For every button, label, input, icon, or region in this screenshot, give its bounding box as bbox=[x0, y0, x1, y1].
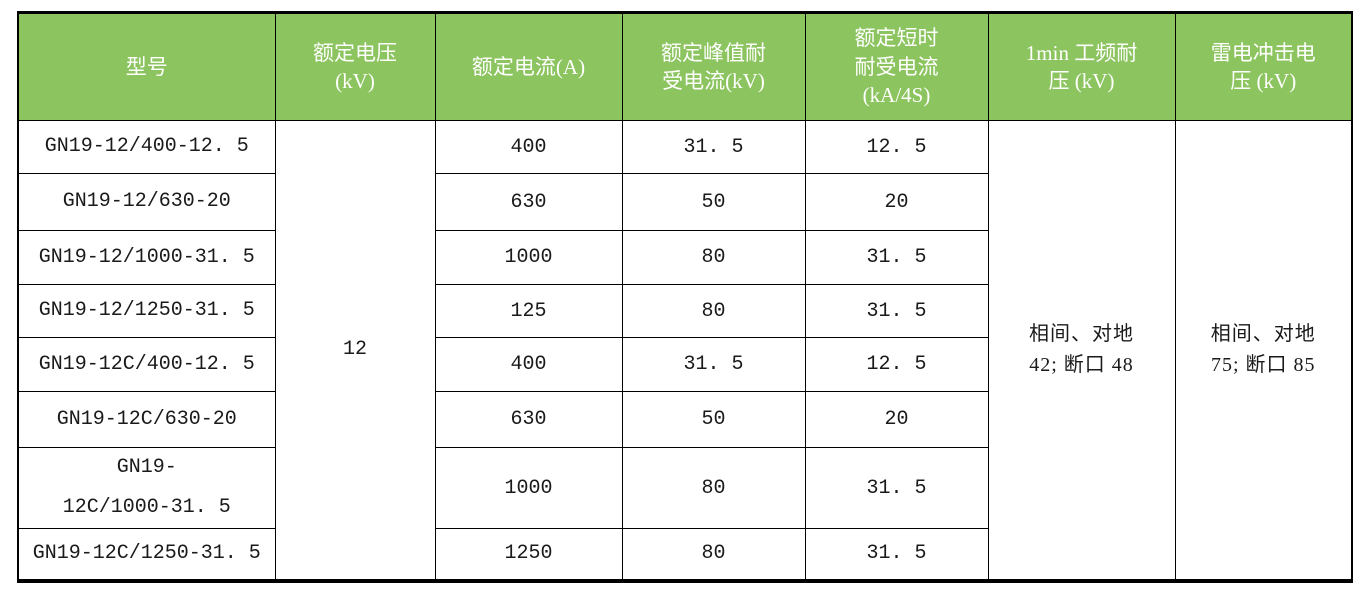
cell-model: GN19- 12C/1000-31. 5 bbox=[17, 447, 276, 529]
table-row: GN19-12C/400-12. 5 400 31. 5 12. 5 bbox=[17, 337, 1352, 392]
cell-power-frequency-merged: 相间、对地 42; 断口 48 bbox=[987, 120, 1176, 581]
table-row: GN19-12/1000-31. 5 1000 80 31. 5 bbox=[17, 230, 1352, 285]
table-row: GN19-12/1250-31. 5 125 80 31. 5 bbox=[17, 284, 1352, 338]
cell-peak-withstand: 31. 5 bbox=[621, 120, 806, 174]
cell-rated-current: 1000 bbox=[434, 447, 623, 529]
header-short-time-withstand-current: 额定短时 耐受电流 (kA/4S) bbox=[804, 12, 989, 121]
cell-rated-voltage-merged: 12 bbox=[274, 120, 436, 581]
cell-short-time-withstand: 12. 5 bbox=[804, 337, 989, 392]
header-rated-current: 额定电流(A) bbox=[434, 12, 623, 121]
cell-rated-current: 400 bbox=[434, 337, 623, 392]
cell-peak-withstand: 80 bbox=[621, 528, 806, 581]
header-power-frequency-withstand: 1min 工频耐 压 (kV) bbox=[987, 12, 1176, 121]
cell-model: GN19-12/630-20 bbox=[17, 173, 276, 231]
cell-rated-current: 1250 bbox=[434, 528, 623, 581]
cell-rated-current: 630 bbox=[434, 173, 623, 231]
cell-model: GN19-12C/1250-31. 5 bbox=[17, 528, 276, 581]
cell-model: GN19-12/1000-31. 5 bbox=[17, 230, 276, 285]
cell-peak-withstand: 80 bbox=[621, 447, 806, 529]
cell-model: GN19-12/1250-31. 5 bbox=[17, 284, 276, 338]
cell-peak-withstand: 80 bbox=[621, 230, 806, 285]
page: 型号 额定电压 (kV) 额定电流(A) 额定峰值耐 受电流(kV) 额定短时 … bbox=[0, 11, 1366, 590]
cell-model: GN19-12C/630-20 bbox=[17, 391, 276, 448]
cell-rated-current: 400 bbox=[434, 120, 623, 174]
cell-rated-current: 1000 bbox=[434, 230, 623, 285]
table-row: GN19-12C/630-20 630 50 20 bbox=[17, 391, 1352, 448]
cell-short-time-withstand: 31. 5 bbox=[804, 528, 989, 581]
cell-rated-current: 125 bbox=[434, 284, 623, 338]
table-row: GN19-12C/1250-31. 5 1250 80 31. 5 bbox=[17, 528, 1352, 581]
header-rated-voltage: 额定电压 (kV) bbox=[274, 12, 436, 121]
cell-short-time-withstand: 31. 5 bbox=[804, 284, 989, 338]
cell-peak-withstand: 31. 5 bbox=[621, 337, 806, 392]
header-model: 型号 bbox=[17, 12, 276, 121]
cell-short-time-withstand: 20 bbox=[804, 173, 989, 231]
cell-peak-withstand: 80 bbox=[621, 284, 806, 338]
cell-rated-current: 630 bbox=[434, 391, 623, 448]
cell-lightning-impulse-merged: 相间、对地 75; 断口 85 bbox=[1174, 120, 1353, 581]
switch-spec-table: 型号 额定电压 (kV) 额定电流(A) 额定峰值耐 受电流(kV) 额定短时 … bbox=[17, 11, 1353, 583]
header-row: 型号 额定电压 (kV) 额定电流(A) 额定峰值耐 受电流(kV) 额定短时 … bbox=[17, 12, 1353, 121]
cell-short-time-withstand: 31. 5 bbox=[804, 230, 989, 285]
header-peak-withstand-current: 额定峰值耐 受电流(kV) bbox=[621, 12, 806, 121]
cell-short-time-withstand: 12. 5 bbox=[804, 120, 989, 174]
table-row: GN19-12/400-12. 5 12 400 31. 5 12. 5 相间、… bbox=[17, 120, 1353, 581]
cell-peak-withstand: 50 bbox=[621, 173, 806, 231]
cell-model: GN19-12C/400-12. 5 bbox=[17, 337, 276, 392]
table-row: GN19-12/630-20 630 50 20 bbox=[17, 173, 1352, 231]
cell-peak-withstand: 50 bbox=[621, 391, 806, 448]
cell-model: GN19-12/400-12. 5 bbox=[17, 120, 276, 174]
cell-short-time-withstand: 20 bbox=[804, 391, 989, 448]
cell-short-time-withstand: 31. 5 bbox=[804, 447, 989, 529]
header-lightning-impulse-voltage: 雷电冲击电 压 (kV) bbox=[1174, 12, 1353, 121]
